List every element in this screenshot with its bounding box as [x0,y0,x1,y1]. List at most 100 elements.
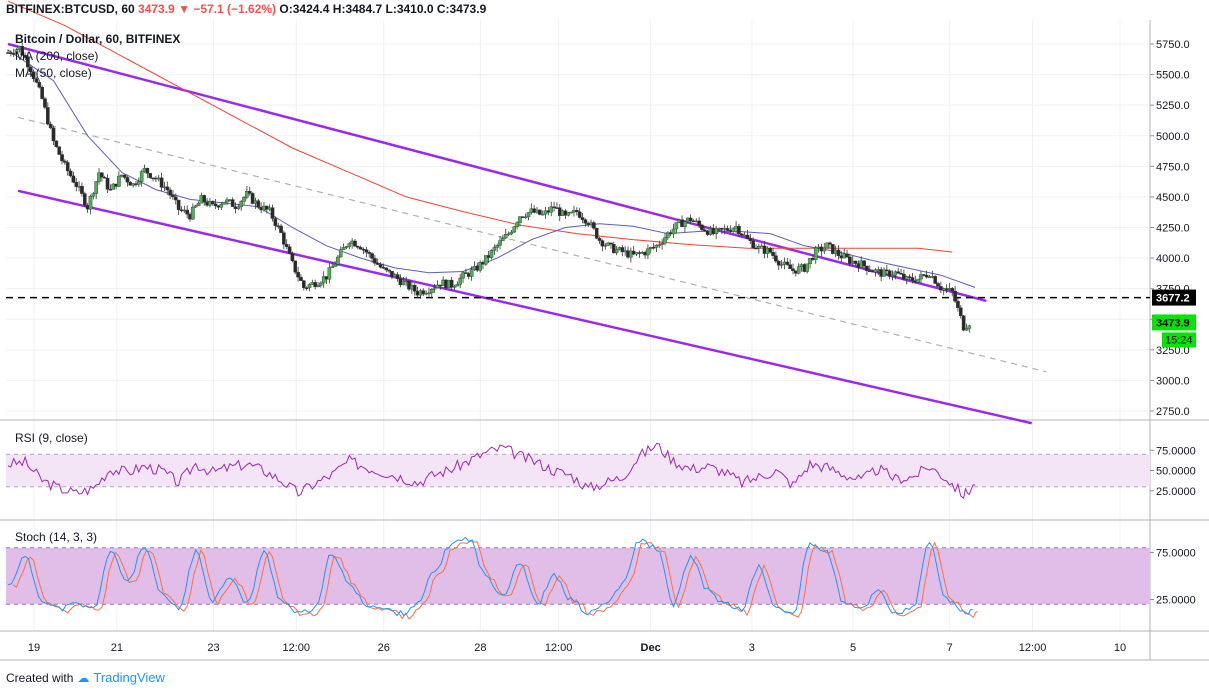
candle-body [725,228,730,231]
candle-body [885,269,889,272]
candle [384,267,389,273]
rsi-legend[interactable]: RSI (9, close) [15,431,88,445]
candle [174,193,178,205]
candle [344,245,349,250]
candle-body [489,250,494,258]
ma50-legend[interactable]: MA (50, close) [15,66,92,80]
candle [60,150,64,165]
candle-body [63,160,67,163]
candle-body [176,199,181,210]
candle [739,233,744,238]
candle [139,169,144,187]
candle [330,261,335,268]
countdown-bg [1162,332,1196,348]
candle-body [293,260,298,273]
candle [583,218,588,227]
candle-body [526,212,531,218]
resistance-price-tag-bg [1152,289,1196,306]
candle-body [145,167,150,174]
candle-body [65,162,70,172]
candle-body [671,228,676,235]
candle [614,245,619,256]
candle-body [967,325,972,329]
channel-upper-line [7,42,987,303]
candle-body [313,282,317,288]
candle-body [663,237,667,244]
candle-body [26,57,30,68]
x-tick-label: 19 [28,642,40,654]
candle-body [122,174,127,178]
candle-body [737,225,741,235]
candle-body [597,238,602,241]
candle-body [80,185,84,194]
candle-body [20,46,25,56]
resistance-price-tag: 3677.2 [1156,293,1190,305]
tradingview-brand[interactable]: TradingView [93,670,165,685]
candle [953,285,957,303]
candle-body [71,175,76,183]
candle-body [771,252,775,256]
candle [660,238,664,250]
candle-body [569,211,573,214]
candle [961,315,966,332]
candle-body [700,224,704,230]
candle-body [370,253,374,259]
candle [412,283,417,296]
candle [455,281,460,287]
candle [540,210,545,216]
candle [830,244,835,255]
candle [549,201,554,217]
candle [654,244,659,252]
candle [293,260,298,275]
candle-body [287,246,292,254]
candle [611,241,616,254]
candle [776,259,781,271]
stoch-legend[interactable]: Stoch (14, 3, 3) [15,530,98,544]
candle [904,275,909,285]
candle [122,174,127,180]
candle [125,175,130,187]
candle [836,245,841,260]
candle-body [54,140,59,147]
candle-body [813,247,818,261]
candle-body [336,256,340,265]
candle [887,269,892,280]
candle [421,288,426,297]
candle [478,260,482,273]
candle-body [375,263,380,265]
main-legend-title[interactable]: Bitcoin / Dollar, 60, BITFINEX [15,32,181,46]
candle [196,201,201,207]
candle-body [512,226,517,233]
candle [390,270,394,280]
candle-body [270,207,275,219]
y-tick-label: 5750.0 [1156,39,1190,51]
candle-body [703,229,707,232]
candle [54,140,59,148]
candle [222,201,226,205]
last-price: 3473.9 [138,2,175,16]
candle-body [108,188,113,191]
candle [210,200,215,206]
ma200-legend[interactable]: MA (200, close) [15,49,99,63]
candle [458,274,463,289]
x-tick-label: 12:00 [1019,642,1047,654]
candle-body [333,264,337,267]
candle [600,239,605,252]
candle [597,236,602,244]
x-tick-label: 12:00 [545,642,573,654]
candle-body [939,286,943,291]
candle [185,205,189,219]
candle-body [620,247,625,253]
candle-body [225,199,229,203]
candle [247,186,252,196]
candle-body [754,247,758,250]
y-tick-label: 3250.0 [1156,345,1190,357]
candle-body [461,272,465,279]
candle-body [757,246,761,249]
candle [592,220,596,230]
candle [538,209,542,216]
created-with-label: Created with [6,670,74,685]
candle [284,239,289,250]
candle [370,252,374,263]
